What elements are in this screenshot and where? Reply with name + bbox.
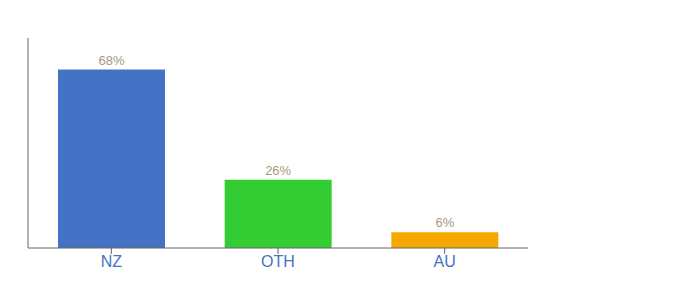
svg-text:6%: 6% <box>435 215 454 230</box>
svg-text:OTH: OTH <box>261 253 295 270</box>
svg-text:AU: AU <box>434 253 456 270</box>
svg-text:68%: 68% <box>98 53 124 68</box>
svg-text:26%: 26% <box>265 163 291 178</box>
svg-text:NZ: NZ <box>101 253 123 270</box>
